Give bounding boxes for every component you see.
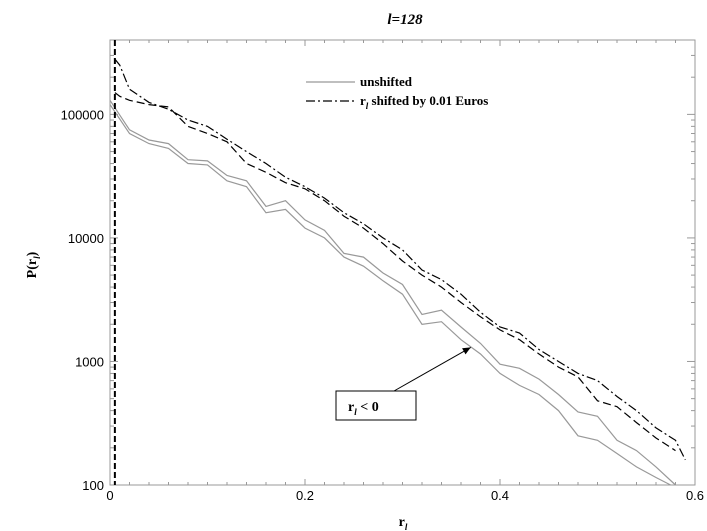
x-axis-title: rl [399, 515, 408, 531]
x-axis-title-main: r [399, 515, 405, 530]
annotation-text-sub: l [354, 407, 357, 417]
series-line-1 [109, 99, 676, 486]
annotation-text-rest: < 0 [357, 400, 379, 415]
x-axis-title-sub: l [405, 522, 408, 531]
y-axis-title: P(rl) [25, 251, 42, 278]
legend-label-shifted-rest: shifted by 0.01 Euros [368, 93, 488, 108]
annotation-text: rl < 0 [348, 400, 379, 417]
x-tick-label: 0.6 [686, 488, 704, 503]
series-group [109, 58, 686, 486]
legend-label-unshifted: unshifted [360, 74, 413, 89]
legend: unshifted rl shifted by 0.01 Euros [306, 74, 488, 111]
y-tick-label: 10000 [68, 231, 104, 246]
y-tick-label: 100000 [61, 107, 104, 122]
annotation-arrowhead [462, 347, 471, 355]
annotation-arrow [393, 346, 471, 392]
x-tick-label: 0.4 [491, 488, 509, 503]
y-axis-title-suffix: ) [25, 251, 40, 256]
y-tick-label: 1000 [75, 354, 104, 369]
x-tick-label: 0 [106, 488, 113, 503]
y-axis-title-main: P(r [25, 259, 40, 278]
annotation: rl < 0 [335, 346, 471, 421]
y-tick-label: 100 [82, 478, 104, 493]
series-line-2 [109, 104, 671, 486]
series-line-3 [114, 58, 686, 461]
legend-label-shifted-sub: l [366, 101, 369, 111]
chart-title: l=128 [387, 12, 423, 28]
y-axis-title-sub: l [32, 256, 42, 259]
annotation-box [335, 390, 417, 421]
annotation-text-prefix: r [348, 400, 354, 415]
axis-ticks: 0 0.2 0.4 0.6 100 1000 10000 100000 [61, 39, 704, 503]
legend-label-shifted: rl shifted by 0.01 Euros [360, 93, 488, 111]
legend-label-shifted-prefix: r [360, 93, 366, 108]
series-line-4 [114, 92, 676, 452]
x-tick-label: 0.2 [296, 488, 314, 503]
